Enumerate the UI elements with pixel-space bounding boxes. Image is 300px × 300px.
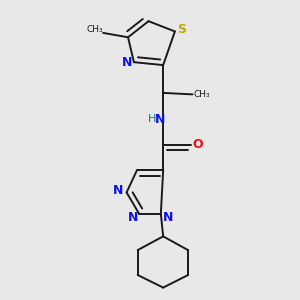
Text: CH₃: CH₃: [194, 90, 210, 99]
Text: S: S: [177, 23, 186, 36]
Text: N: N: [128, 212, 138, 224]
Text: N: N: [163, 212, 173, 224]
Text: O: O: [193, 138, 203, 151]
Text: N: N: [113, 184, 124, 196]
Text: CH₃: CH₃: [87, 25, 103, 34]
Text: N: N: [122, 56, 133, 69]
Text: N: N: [155, 113, 165, 126]
Text: H: H: [148, 114, 156, 124]
